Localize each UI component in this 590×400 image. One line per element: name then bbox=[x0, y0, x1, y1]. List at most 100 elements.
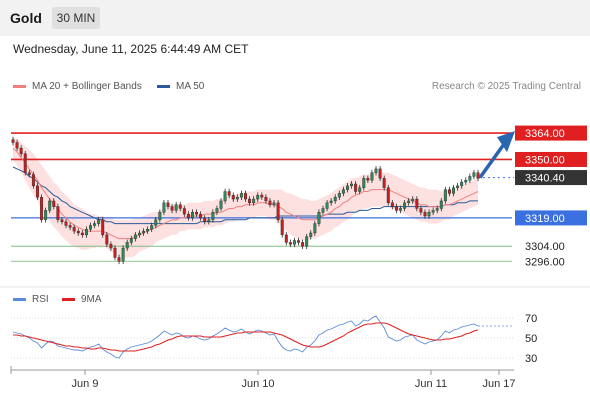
candle bbox=[215, 205, 219, 216]
candle bbox=[317, 209, 321, 227]
candle-body bbox=[280, 219, 284, 236]
candle-body bbox=[125, 242, 129, 249]
candle-body bbox=[68, 225, 72, 228]
candle bbox=[460, 179, 464, 189]
candle-body bbox=[443, 189, 447, 202]
candle-body bbox=[370, 172, 374, 181]
legend-9ma: 9MA bbox=[62, 294, 102, 305]
candle-body bbox=[427, 212, 431, 217]
legend-ma50: MA 50 bbox=[157, 81, 204, 92]
level-label-text: 3350.00 bbox=[525, 154, 565, 166]
candle bbox=[382, 175, 386, 191]
candle bbox=[256, 192, 260, 202]
candle bbox=[447, 186, 451, 197]
legend-ma20: MA 20 + Bollinger Bands bbox=[13, 81, 142, 92]
candle-body bbox=[227, 191, 231, 196]
candle-body bbox=[407, 200, 411, 204]
candle-body bbox=[113, 247, 117, 258]
candle bbox=[31, 171, 35, 189]
ma9-legend-label: 9MA bbox=[81, 294, 102, 305]
candle-body bbox=[468, 176, 472, 181]
candle bbox=[19, 145, 23, 157]
candle-body bbox=[431, 210, 435, 213]
candle-body bbox=[244, 193, 247, 200]
candle-body bbox=[23, 153, 27, 173]
candle bbox=[105, 232, 109, 248]
timeframe-button[interactable]: 30 MIN bbox=[52, 7, 100, 29]
candle bbox=[350, 181, 354, 189]
candle-body bbox=[476, 172, 480, 179]
candle bbox=[264, 194, 268, 204]
candle-body bbox=[329, 200, 333, 204]
candle-body bbox=[27, 172, 31, 175]
candle-body bbox=[350, 183, 354, 187]
candle bbox=[129, 235, 133, 246]
ma50-legend-label: MA 50 bbox=[176, 81, 205, 92]
candle-body bbox=[235, 196, 239, 200]
candle bbox=[297, 237, 300, 246]
candle-body bbox=[219, 200, 223, 209]
rsi-legend-label: RSI bbox=[32, 294, 49, 305]
candle bbox=[431, 207, 435, 216]
candle-body bbox=[133, 234, 137, 239]
candle bbox=[260, 192, 264, 200]
candle bbox=[358, 184, 362, 195]
candle bbox=[411, 196, 415, 204]
candle-body bbox=[223, 191, 227, 202]
candle bbox=[443, 186, 447, 204]
candle bbox=[178, 201, 182, 212]
candle-body bbox=[186, 213, 190, 219]
candle-body bbox=[117, 257, 121, 262]
candle-body bbox=[215, 208, 219, 213]
candle-body bbox=[284, 234, 288, 243]
rsi-tick-label: 30 bbox=[525, 353, 537, 365]
candle bbox=[231, 192, 235, 202]
candle bbox=[472, 169, 476, 180]
rsi-tick-label: 70 bbox=[525, 313, 537, 325]
candle-body bbox=[419, 208, 423, 213]
candle-body bbox=[460, 181, 464, 187]
candle bbox=[97, 216, 101, 227]
candle bbox=[182, 205, 186, 217]
candle bbox=[252, 196, 256, 206]
candle-body bbox=[19, 147, 23, 155]
candle bbox=[211, 209, 215, 223]
candle-body bbox=[399, 208, 402, 211]
candle bbox=[390, 200, 394, 210]
level-label-text: 3364.00 bbox=[525, 128, 565, 140]
candle-body bbox=[472, 172, 476, 177]
candle-body bbox=[260, 195, 264, 198]
timestamp: Wednesday, June 11, 2025 6:44:49 AM CET bbox=[13, 42, 249, 56]
candle bbox=[101, 216, 105, 238]
candle bbox=[64, 218, 68, 229]
level-label-3319-00: 3319.00 bbox=[515, 210, 587, 226]
candle-body bbox=[403, 202, 407, 209]
candle-body bbox=[154, 219, 158, 226]
candle-body bbox=[31, 174, 35, 187]
candle-body bbox=[366, 178, 370, 181]
candle bbox=[284, 232, 288, 246]
candle bbox=[219, 198, 223, 212]
candle-body bbox=[142, 230, 145, 234]
candle bbox=[40, 194, 44, 223]
candle bbox=[268, 198, 272, 208]
candle-body bbox=[80, 232, 84, 236]
rsi-ma9-line bbox=[13, 322, 479, 352]
candle bbox=[476, 169, 480, 182]
candle bbox=[117, 254, 121, 265]
candle bbox=[346, 183, 349, 193]
candle bbox=[27, 169, 31, 178]
candle bbox=[93, 220, 97, 229]
candle bbox=[439, 198, 443, 212]
candle bbox=[52, 198, 56, 210]
candle bbox=[72, 224, 76, 234]
candle bbox=[370, 169, 374, 184]
x-tick-label: Jun 11 bbox=[415, 378, 447, 390]
candle bbox=[325, 200, 329, 212]
candle-body bbox=[288, 242, 292, 245]
candle-body bbox=[252, 198, 256, 204]
candle bbox=[68, 222, 72, 231]
candle-body bbox=[423, 212, 427, 217]
candle-body bbox=[354, 183, 358, 192]
candle bbox=[366, 175, 370, 184]
